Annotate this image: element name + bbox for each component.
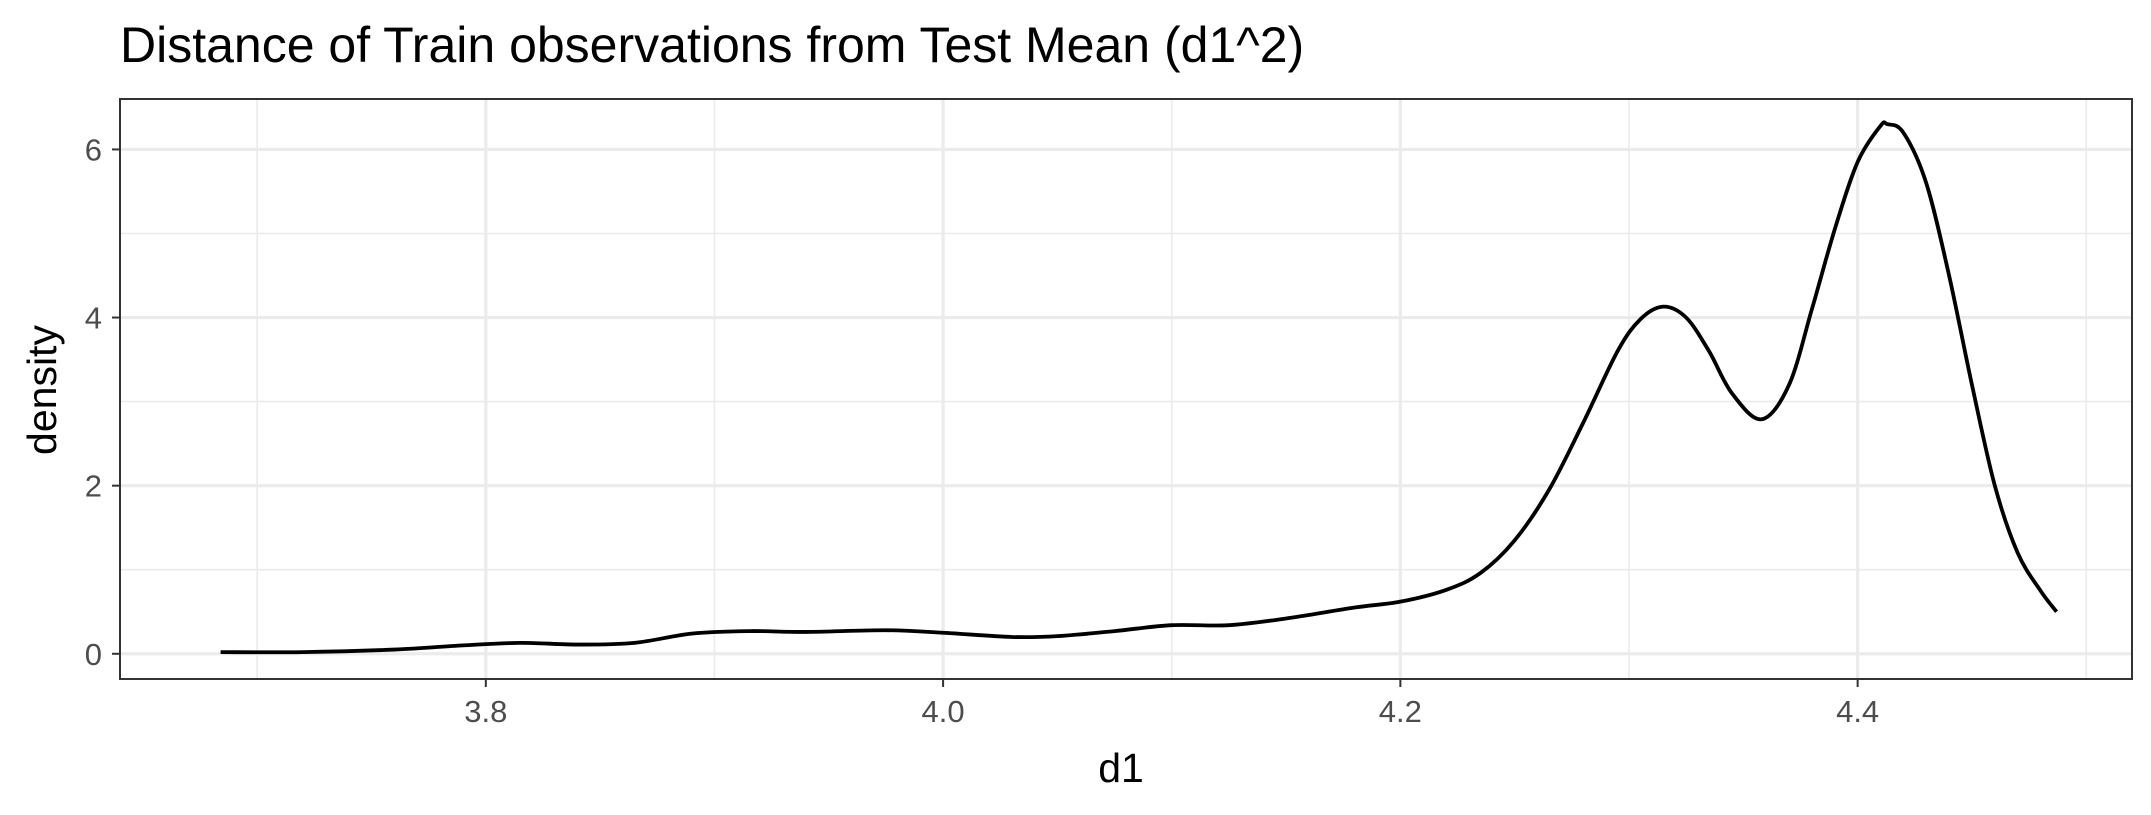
x-tick-label: 3.8 [464, 694, 507, 729]
y-tick-label: 0 [85, 637, 102, 672]
y-tick-label: 2 [85, 469, 102, 504]
minor-gridlines [120, 99, 2132, 679]
x-axis-ticks: 3.8 4.0 4.2 4.4 [464, 679, 1879, 729]
y-tick-label: 4 [85, 301, 102, 336]
y-axis-title: density [19, 325, 65, 455]
x-tick-label: 4.2 [1379, 694, 1422, 729]
density-curve [220, 120, 2059, 655]
y-tick-label: 6 [85, 132, 102, 167]
chart-title: Distance of Train observations from Test… [120, 17, 1304, 73]
y-axis-ticks: 0 2 4 6 [85, 132, 120, 672]
major-gridlines [120, 99, 2132, 679]
plot-panel-border [119, 98, 2133, 680]
x-tick-label: 4.4 [1836, 694, 1879, 729]
x-tick-label: 4.0 [922, 694, 965, 729]
x-axis-title: d1 [1098, 745, 1144, 791]
